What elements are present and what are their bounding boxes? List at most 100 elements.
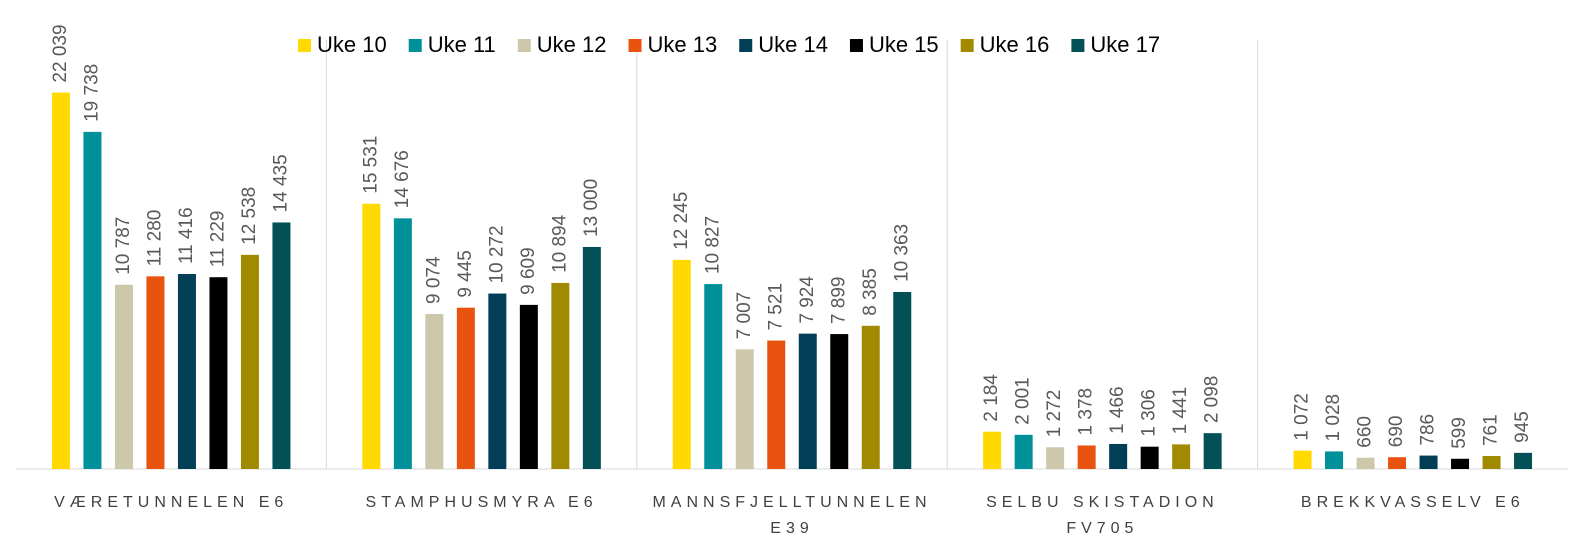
legend-swatch (408, 39, 422, 52)
data-label: 11 280 (144, 210, 165, 267)
data-label: 1 272 (1044, 390, 1065, 438)
data-label: 11 416 (176, 207, 197, 264)
data-label: 14 435 (270, 154, 291, 212)
data-label: 9 609 (518, 247, 539, 295)
bar (551, 282, 570, 469)
bar (362, 203, 381, 469)
bar (861, 325, 880, 469)
bar (1325, 451, 1344, 469)
bar (1419, 455, 1438, 469)
x-tick-label: VÆRETUNNELEN E6 (54, 494, 289, 511)
bar (767, 340, 786, 469)
legend-label: Uke 12 (537, 32, 607, 57)
x-tick-label: SELBU SKISTADION FV705 (986, 494, 1219, 537)
bar (735, 349, 754, 469)
x-tick-label: STAMPHUSMYRA E6 (365, 494, 598, 511)
data-label: 599 (1449, 417, 1470, 449)
data-label: 7 521 (765, 283, 786, 331)
bar (1388, 457, 1407, 469)
data-label: 7 924 (797, 276, 818, 324)
data-label: 12 538 (239, 187, 260, 245)
legend-label: Uke 13 (648, 32, 718, 57)
data-label: 14 676 (392, 150, 413, 208)
bar (177, 274, 196, 469)
bar (1140, 446, 1159, 469)
data-label: 1 441 (1170, 387, 1191, 435)
legend-swatch (960, 39, 974, 52)
bar (1109, 443, 1128, 469)
x-tick-label: BREKKVASSELV E6 (1300, 494, 1525, 511)
legend-swatch (517, 39, 531, 52)
bar (1172, 444, 1191, 469)
bar (1356, 457, 1375, 469)
bar (1482, 456, 1501, 469)
legend-label: Uke 10 (317, 32, 387, 57)
data-label: 10 363 (891, 224, 912, 282)
bar (272, 222, 291, 469)
bar (1514, 452, 1533, 469)
bar (456, 307, 475, 469)
data-label: 690 (1386, 416, 1407, 448)
data-label: 2 184 (981, 374, 1002, 422)
legend-label: Uke 16 (980, 32, 1050, 57)
data-label: 9 074 (423, 256, 444, 304)
data-label: 1 028 (1323, 394, 1344, 442)
bar (1293, 450, 1312, 469)
bar (1046, 447, 1065, 469)
data-label: 1 306 (1139, 389, 1160, 437)
data-label: 10 272 (486, 225, 507, 283)
bar (1077, 445, 1096, 469)
data-label: 15 531 (360, 136, 381, 194)
legend-swatch (739, 39, 753, 52)
data-label: 1 466 (1107, 386, 1128, 434)
bar (519, 304, 538, 469)
data-label: 2 098 (1202, 376, 1223, 424)
legend-label: Uke 14 (758, 32, 828, 57)
bar (393, 218, 412, 469)
data-label: 786 (1418, 414, 1439, 446)
data-label: 2 001 (1013, 377, 1034, 425)
data-label: 12 245 (671, 192, 692, 250)
data-label: 19 738 (81, 64, 102, 122)
bar (240, 254, 259, 469)
bar (1203, 433, 1222, 469)
data-label: 1 072 (1292, 393, 1313, 441)
legend-swatch (628, 39, 642, 52)
data-label: 660 (1355, 416, 1376, 448)
bar (1014, 434, 1033, 469)
data-label: 9 445 (455, 250, 476, 298)
data-label: 22 039 (50, 24, 71, 82)
data-label: 10 787 (113, 217, 134, 275)
legend-label: Uke 17 (1090, 32, 1160, 57)
x-tick-label: MANNSFJELLTUNNELEN E39 (652, 494, 932, 537)
bar (114, 284, 133, 469)
bar (146, 276, 165, 469)
bar (893, 291, 912, 469)
legend-swatch (849, 39, 863, 52)
data-label: 13 000 (581, 179, 602, 237)
data-label: 10 894 (549, 214, 570, 273)
bar (798, 333, 817, 469)
data-label: 945 (1512, 411, 1533, 443)
legend-swatch (1071, 39, 1085, 52)
bar (488, 293, 507, 469)
data-label: 10 827 (702, 216, 723, 274)
bar (704, 284, 723, 469)
data-label: 7 899 (828, 277, 849, 325)
data-label: 761 (1481, 414, 1502, 446)
legend-swatch (298, 39, 311, 52)
bar (830, 334, 849, 469)
data-label: 8 385 (860, 268, 881, 316)
legend-label: Uke 11 (428, 32, 496, 57)
data-label: 1 378 (1076, 388, 1097, 436)
bar (672, 259, 691, 469)
bar (209, 277, 228, 469)
bar (425, 314, 444, 469)
data-label: 11 229 (207, 211, 228, 268)
bar (83, 131, 102, 470)
bar (1451, 458, 1470, 469)
data-label: 7 007 (734, 292, 755, 340)
bar (582, 246, 601, 469)
